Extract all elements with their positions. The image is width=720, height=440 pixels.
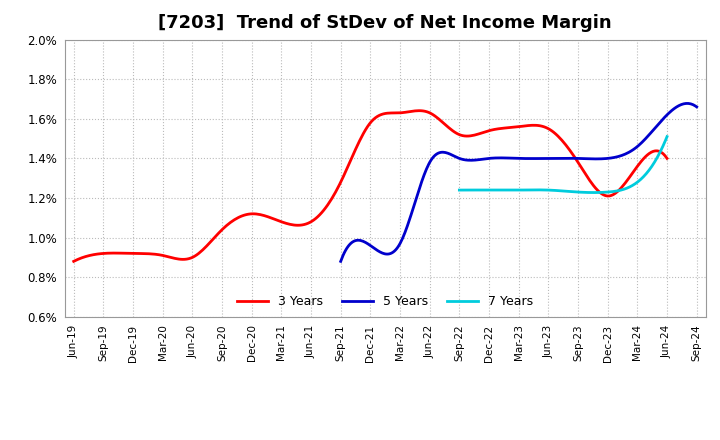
7 Years [662, 134, 671, 139]
7 Years [456, 187, 464, 193]
3 Years [609, 192, 618, 197]
3 Years [572, 156, 580, 161]
5 Years [338, 256, 346, 261]
Line: 3 Years: 3 Years [73, 111, 667, 261]
3 Years [434, 117, 443, 122]
7 Years [455, 187, 464, 193]
7 Years [578, 190, 587, 195]
3 Years [425, 110, 433, 115]
3 Years [71, 258, 80, 263]
5 Years [636, 141, 645, 146]
5 Years [549, 156, 557, 161]
5 Years [683, 101, 691, 106]
Line: 7 Years: 7 Years [459, 136, 667, 193]
7 Years [582, 190, 591, 195]
3 Years [662, 156, 671, 161]
7 Years [579, 190, 588, 195]
Legend: 3 Years, 5 Years, 7 Years: 3 Years, 5 Years, 7 Years [232, 290, 539, 313]
7 Years [644, 169, 652, 174]
Title: [7203]  Trend of StDev of Net Income Margin: [7203] Trend of StDev of Net Income Marg… [158, 15, 612, 33]
3 Years [415, 108, 423, 114]
3 Years [69, 259, 78, 264]
7 Years [589, 190, 598, 195]
3 Years [423, 109, 431, 114]
5 Years [659, 116, 667, 121]
7 Years [631, 181, 639, 187]
5 Years [693, 104, 701, 110]
5 Years [554, 156, 563, 161]
5 Years [547, 156, 556, 161]
5 Years [336, 259, 345, 264]
Line: 5 Years: 5 Years [341, 103, 697, 261]
